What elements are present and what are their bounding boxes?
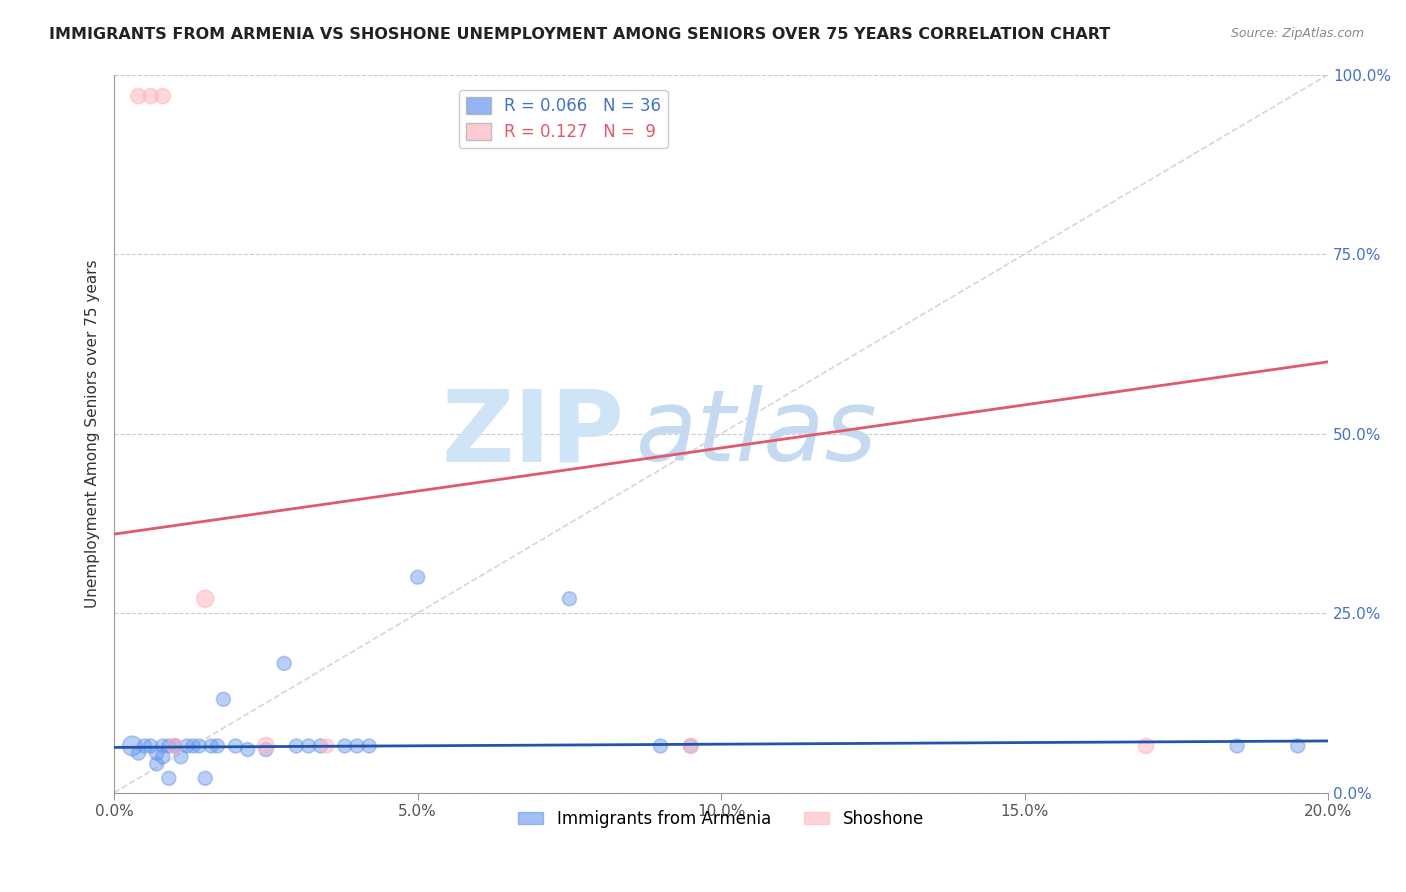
Point	[315, 739, 337, 753]
Point	[157, 739, 180, 753]
Point	[309, 739, 332, 753]
Point	[679, 739, 702, 753]
Point	[152, 749, 174, 764]
Point	[212, 692, 235, 706]
Point	[194, 772, 217, 786]
Point	[194, 591, 217, 606]
Point	[285, 739, 308, 753]
Point	[207, 739, 229, 753]
Point	[181, 739, 204, 753]
Text: ZIP: ZIP	[441, 385, 624, 482]
Point	[406, 570, 429, 584]
Point	[254, 739, 277, 753]
Point	[152, 89, 174, 103]
Point	[163, 739, 186, 753]
Text: atlas: atlas	[636, 385, 877, 482]
Point	[333, 739, 356, 753]
Text: IMMIGRANTS FROM ARMENIA VS SHOSHONE UNEMPLOYMENT AMONG SENIORS OVER 75 YEARS COR: IMMIGRANTS FROM ARMENIA VS SHOSHONE UNEM…	[49, 27, 1111, 42]
Point	[1135, 739, 1157, 753]
Point	[650, 739, 672, 753]
Point	[127, 746, 149, 760]
Point	[139, 89, 162, 103]
Point	[558, 591, 581, 606]
Point	[152, 739, 174, 753]
Point	[127, 89, 149, 103]
Point	[346, 739, 368, 753]
Point	[170, 749, 193, 764]
Point	[139, 739, 162, 753]
Legend: Immigrants from Armenia, Shoshone: Immigrants from Armenia, Shoshone	[512, 804, 931, 835]
Point	[134, 739, 156, 753]
Point	[145, 756, 167, 771]
Point	[254, 742, 277, 756]
Y-axis label: Unemployment Among Seniors over 75 years: Unemployment Among Seniors over 75 years	[86, 260, 100, 608]
Point	[200, 739, 222, 753]
Point	[188, 739, 211, 753]
Point	[273, 657, 295, 671]
Text: Source: ZipAtlas.com: Source: ZipAtlas.com	[1230, 27, 1364, 40]
Point	[225, 739, 247, 753]
Point	[236, 742, 259, 756]
Point	[121, 739, 143, 753]
Point	[1286, 739, 1309, 753]
Point	[1226, 739, 1249, 753]
Point	[145, 746, 167, 760]
Point	[163, 739, 186, 753]
Point	[163, 739, 186, 753]
Point	[359, 739, 381, 753]
Point	[297, 739, 319, 753]
Point	[157, 772, 180, 786]
Point	[176, 739, 198, 753]
Point	[679, 739, 702, 753]
